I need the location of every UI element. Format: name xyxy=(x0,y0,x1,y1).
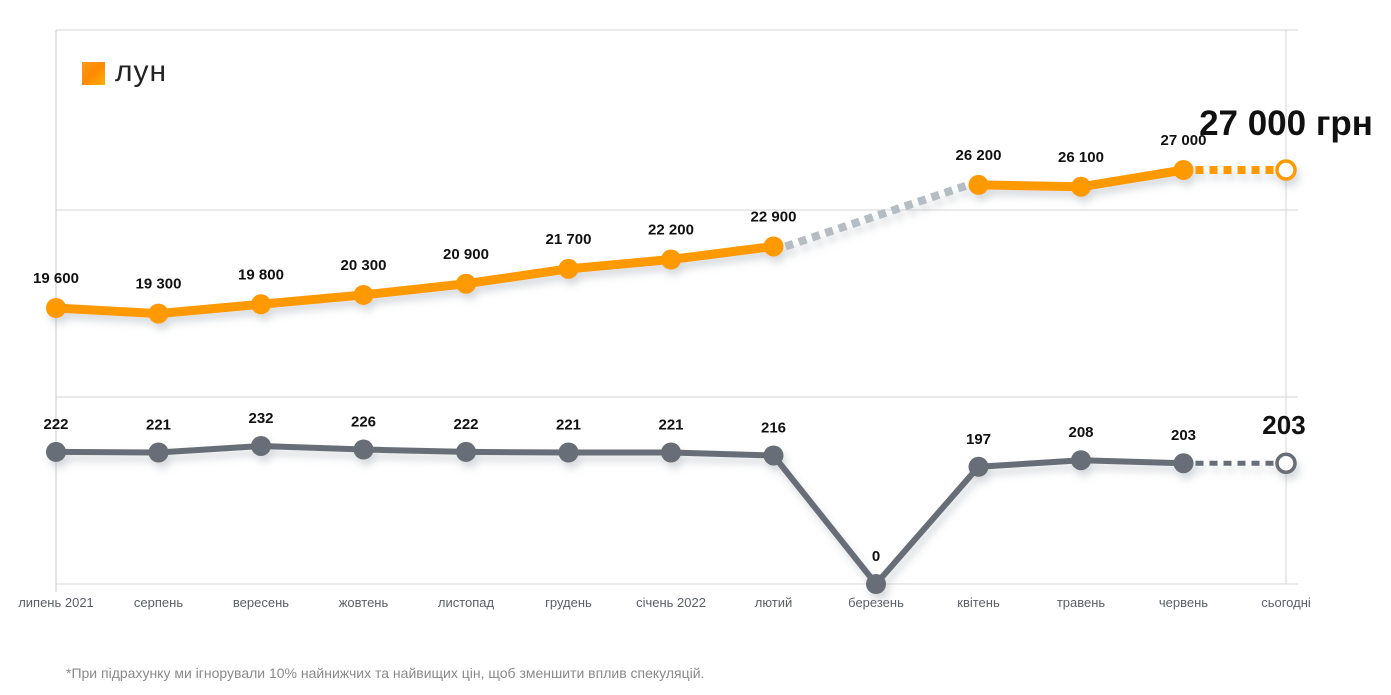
line-segment xyxy=(359,279,471,300)
data-label: 21 700 xyxy=(546,231,592,248)
data-label: 26 200 xyxy=(956,147,1002,164)
x-axis-labels: липень 2021 серпень вересень жовтень листопа… xyxy=(18,595,1311,610)
data-label: 22 900 xyxy=(751,208,797,225)
line-segment xyxy=(564,255,676,274)
data-label: 221 xyxy=(146,417,171,434)
data-label: 20 300 xyxy=(341,257,387,274)
data-point xyxy=(968,456,989,477)
x-tick-label: грудень xyxy=(545,595,592,610)
current-price-label: 27 000 грн xyxy=(1199,104,1373,143)
data-label: 216 xyxy=(761,419,786,436)
x-tick-label: квітень xyxy=(957,595,1000,610)
logo-square-icon xyxy=(82,62,105,85)
data-point xyxy=(866,574,886,594)
data-point xyxy=(763,445,784,466)
data-label: 19 300 xyxy=(136,276,182,293)
data-label: 226 xyxy=(351,414,376,431)
line-segment xyxy=(668,449,777,459)
data-point xyxy=(353,439,374,460)
line-segment xyxy=(155,442,264,456)
x-tick-label: березень xyxy=(848,595,904,610)
dashed-segment xyxy=(784,181,970,251)
data-label: 19 600 xyxy=(33,270,79,287)
x-tick-label: липень 2021 xyxy=(18,595,94,610)
grid xyxy=(55,29,1298,592)
brand-logo: лун xyxy=(82,55,168,88)
current-point xyxy=(1275,452,1297,474)
brand-name: лун xyxy=(115,55,168,88)
data-label: 27 000 xyxy=(1161,132,1207,149)
current-point xyxy=(1275,159,1297,181)
data-point xyxy=(353,284,374,305)
data-point xyxy=(46,441,66,462)
data-point xyxy=(558,442,579,463)
data-label: 203 xyxy=(1171,427,1196,444)
data-point xyxy=(558,258,579,279)
data-point xyxy=(1173,160,1194,180)
series-lines xyxy=(46,159,1297,324)
data-label: 19 800 xyxy=(238,266,284,283)
count-series: 222 221 232 226 222 221 221 216 0 197 208 203 xyxy=(43,410,1297,594)
data-label: 197 xyxy=(966,431,991,448)
data-label: 20 900 xyxy=(443,246,489,263)
line-segment xyxy=(975,457,1084,470)
x-tick-label: сьогодні xyxy=(1261,595,1311,610)
data-label: 232 xyxy=(248,410,273,427)
data-label: 221 xyxy=(658,417,683,434)
line-segment xyxy=(256,290,368,309)
x-tick-label: листопад xyxy=(438,595,495,610)
series-lines xyxy=(46,435,1297,594)
line-segment xyxy=(461,264,573,289)
line-segment xyxy=(770,452,879,587)
x-tick-label: червень xyxy=(1159,595,1208,610)
line-segment xyxy=(974,180,1086,192)
line-segment xyxy=(463,448,572,456)
data-label: 222 xyxy=(43,416,68,433)
line-segment xyxy=(666,241,778,265)
annotations: 27 000 грн 203 xyxy=(1199,104,1373,440)
x-tick-label: січень 2022 xyxy=(636,595,706,610)
x-tick-label: вересень xyxy=(233,595,289,610)
x-tick-label: жовтень xyxy=(339,595,389,610)
data-label: 22 200 xyxy=(648,222,694,239)
line-segment xyxy=(154,299,266,319)
data-point xyxy=(456,441,476,462)
data-point xyxy=(1173,453,1194,474)
data-point xyxy=(148,303,169,324)
data-point xyxy=(1071,176,1091,197)
data-point xyxy=(968,174,989,195)
data-point xyxy=(661,442,681,463)
x-tick-label: серпень xyxy=(134,595,183,610)
x-tick-label: лютий xyxy=(755,595,793,610)
data-point xyxy=(251,435,271,456)
data-label: 221 xyxy=(556,417,581,434)
line-segment xyxy=(258,442,367,453)
x-tick-label: травень xyxy=(1057,595,1106,610)
current-count-label: 203 xyxy=(1262,410,1305,440)
price-series: 19 600 19 300 19 800 20 300 20 900 21 700 22 2… xyxy=(33,132,1297,324)
data-label: 222 xyxy=(453,416,478,433)
line-segment xyxy=(1078,457,1187,467)
data-point xyxy=(763,236,784,257)
line-segment xyxy=(873,463,982,587)
data-label: 0 xyxy=(872,548,880,565)
data-point xyxy=(1071,450,1091,471)
data-label: 26 100 xyxy=(1058,149,1104,166)
line-segment xyxy=(53,448,162,456)
line-segment xyxy=(1076,165,1188,192)
data-point xyxy=(148,442,169,463)
line-segment xyxy=(360,446,469,455)
footnote: *При підрахунку ми ігнорували 10% найниж… xyxy=(66,665,705,681)
data-point xyxy=(251,294,271,315)
data-point xyxy=(456,273,476,294)
data-point xyxy=(661,249,681,270)
line-segment xyxy=(51,303,163,319)
data-label: 208 xyxy=(1068,424,1093,441)
data-point xyxy=(46,298,66,318)
